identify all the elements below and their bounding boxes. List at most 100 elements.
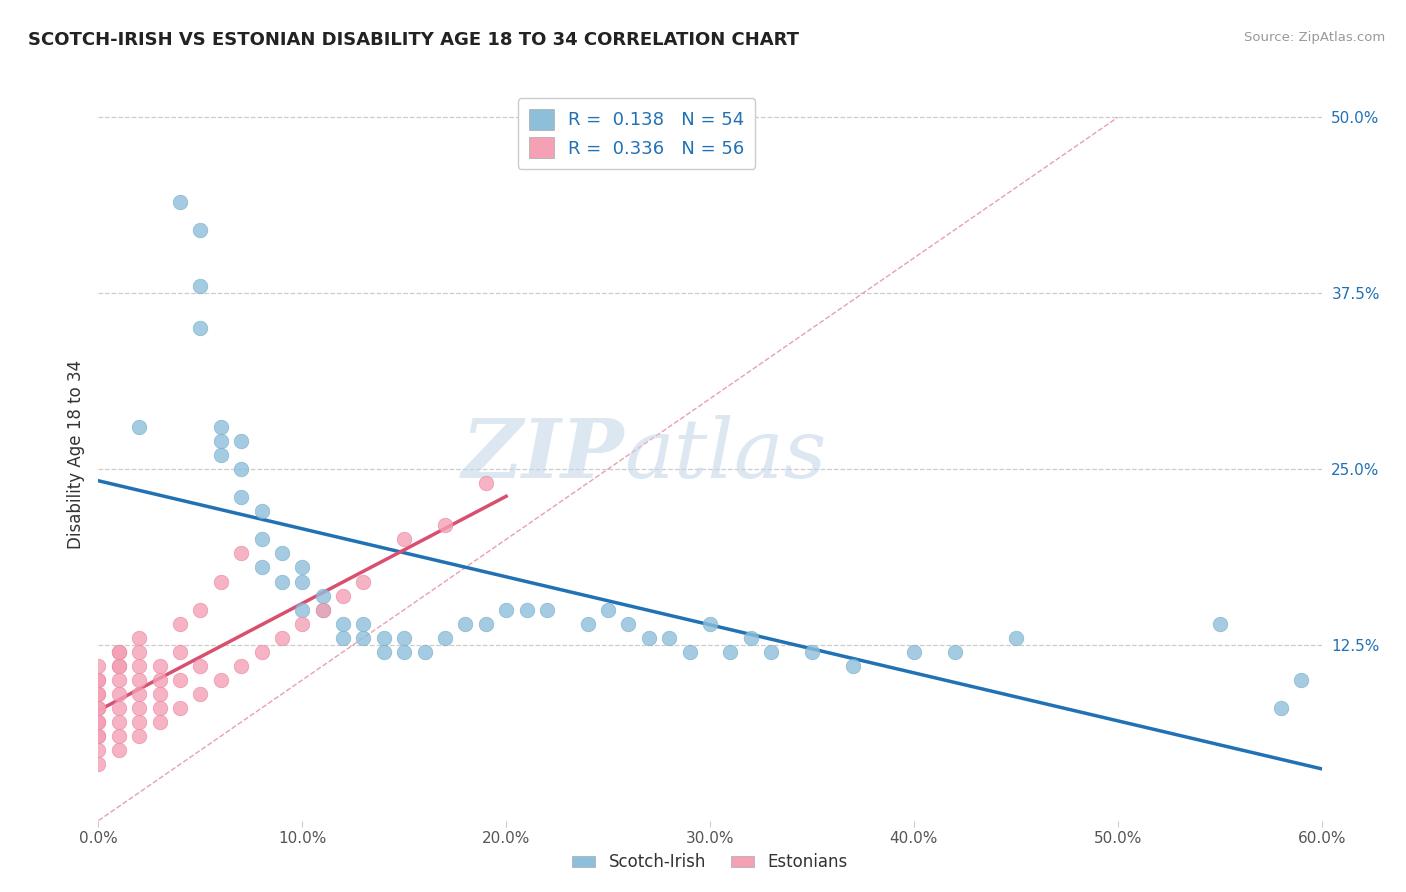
Point xyxy=(87,715,110,730)
Point xyxy=(658,631,681,645)
Point xyxy=(169,673,191,687)
Point xyxy=(87,673,110,687)
Point xyxy=(270,546,294,560)
Point xyxy=(474,476,498,491)
Point xyxy=(188,321,212,335)
Point xyxy=(598,602,620,616)
Point xyxy=(169,616,191,631)
Point xyxy=(1004,631,1026,645)
Point xyxy=(108,645,131,659)
Point xyxy=(87,687,110,701)
Point xyxy=(231,659,253,673)
Text: atlas: atlas xyxy=(624,415,827,495)
Point xyxy=(169,194,191,209)
Point xyxy=(209,419,232,434)
Point xyxy=(231,546,253,560)
Point xyxy=(638,631,661,645)
Point xyxy=(392,631,416,645)
Point xyxy=(392,533,416,547)
Point xyxy=(291,602,314,616)
Point xyxy=(108,715,131,730)
Point xyxy=(373,631,395,645)
Point xyxy=(108,645,131,659)
Point xyxy=(1291,673,1313,687)
Point xyxy=(434,631,457,645)
Point xyxy=(108,729,131,743)
Point xyxy=(231,490,253,504)
Point xyxy=(679,645,702,659)
Point xyxy=(291,560,314,574)
Point xyxy=(536,602,558,616)
Point xyxy=(617,616,640,631)
Point xyxy=(188,602,212,616)
Point xyxy=(188,279,212,293)
Point xyxy=(761,645,783,659)
Point xyxy=(332,589,354,603)
Point xyxy=(169,701,191,715)
Point xyxy=(128,673,150,687)
Point xyxy=(209,574,232,589)
Point xyxy=(87,743,110,757)
Point xyxy=(209,434,232,448)
Point xyxy=(801,645,824,659)
Point xyxy=(231,434,253,448)
Point xyxy=(108,659,131,673)
Point xyxy=(149,715,172,730)
Point xyxy=(188,223,212,237)
Point xyxy=(149,673,172,687)
Point xyxy=(270,574,294,589)
Point xyxy=(903,645,925,659)
Point xyxy=(392,645,416,659)
Text: Source: ZipAtlas.com: Source: ZipAtlas.com xyxy=(1244,31,1385,45)
Point xyxy=(128,701,150,715)
Point xyxy=(108,743,131,757)
Point xyxy=(128,659,150,673)
Point xyxy=(454,616,477,631)
Point xyxy=(250,504,273,518)
Point xyxy=(209,448,232,462)
Point xyxy=(149,687,172,701)
Point xyxy=(332,616,354,631)
Point xyxy=(128,631,150,645)
Point xyxy=(312,589,335,603)
Point xyxy=(474,616,498,631)
Point xyxy=(516,602,538,616)
Point xyxy=(87,757,110,772)
Point xyxy=(1209,616,1232,631)
Point xyxy=(312,602,335,616)
Point xyxy=(250,533,273,547)
Point xyxy=(312,602,335,616)
Point xyxy=(332,631,354,645)
Point xyxy=(699,616,721,631)
Point xyxy=(352,616,374,631)
Point xyxy=(108,687,131,701)
Point xyxy=(576,616,599,631)
Point xyxy=(250,645,273,659)
Point xyxy=(352,631,374,645)
Point xyxy=(149,701,172,715)
Point xyxy=(291,574,314,589)
Point xyxy=(495,602,517,616)
Point xyxy=(413,645,436,659)
Point xyxy=(87,673,110,687)
Point xyxy=(128,715,150,730)
Point xyxy=(270,631,294,645)
Point xyxy=(291,616,314,631)
Point xyxy=(87,701,110,715)
Point xyxy=(128,729,150,743)
Point xyxy=(169,645,191,659)
Point xyxy=(1270,701,1292,715)
Text: ZIP: ZIP xyxy=(461,415,624,495)
Point xyxy=(841,659,863,673)
Point xyxy=(149,659,172,673)
Y-axis label: Disability Age 18 to 34: Disability Age 18 to 34 xyxy=(66,360,84,549)
Point xyxy=(740,631,762,645)
Text: SCOTCH-IRISH VS ESTONIAN DISABILITY AGE 18 TO 34 CORRELATION CHART: SCOTCH-IRISH VS ESTONIAN DISABILITY AGE … xyxy=(28,31,799,49)
Point xyxy=(943,645,966,659)
Point xyxy=(231,462,253,476)
Point xyxy=(108,673,131,687)
Point xyxy=(209,673,232,687)
Point xyxy=(128,419,150,434)
Point xyxy=(250,560,273,574)
Point xyxy=(87,729,110,743)
